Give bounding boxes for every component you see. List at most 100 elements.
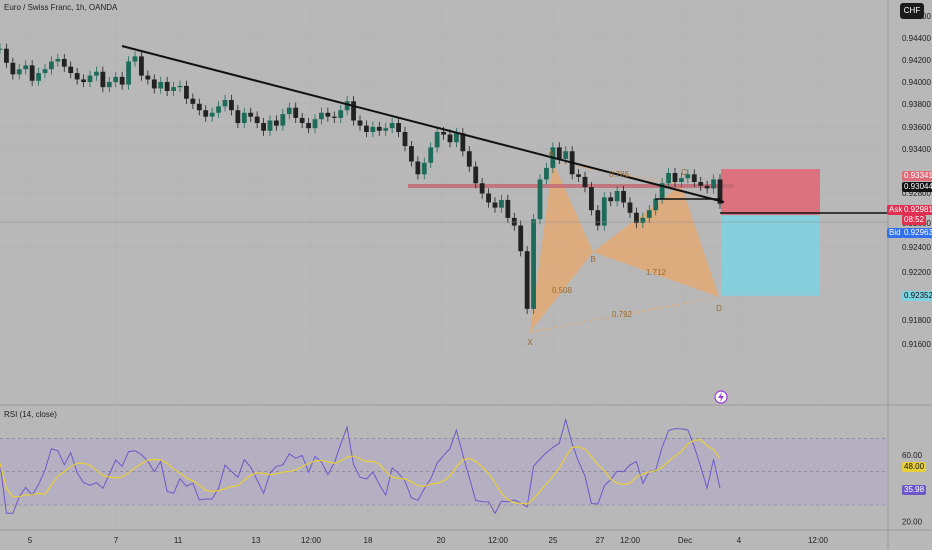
price-tick-label: 0.93600: [902, 123, 931, 132]
candle-body: [222, 99, 228, 107]
rsi-ma-line: [0, 439, 721, 505]
candle-body: [351, 101, 356, 121]
harmonic-ratio-ac: 0.786: [609, 170, 630, 179]
harmonic-xd-line: [529, 296, 720, 333]
time-tick-label: 5: [28, 536, 33, 545]
candle-body: [563, 151, 569, 159]
resistance-band: [408, 184, 734, 188]
tp-high-label: 0.93341: [902, 171, 932, 181]
rsi-line: [0, 417, 721, 515]
candle-body: [691, 174, 697, 182]
bid-price-label: 0.92963: [902, 228, 932, 238]
candle-body: [68, 66, 74, 74]
harmonic-bcd-triangle: [593, 185, 719, 297]
rsi-ma-label: 48.00: [902, 462, 927, 472]
candle-body: [261, 123, 266, 131]
candle-body: [589, 187, 594, 211]
candle-body: [679, 178, 684, 182]
price-tick-label: 0.91800: [902, 316, 931, 325]
candle-body: [42, 69, 48, 74]
time-tick-label: 12:00: [808, 536, 829, 545]
candle-body: [383, 128, 389, 131]
candle-body: [293, 107, 299, 118]
candle-body: [608, 197, 614, 202]
harmonic-point-a: A: [548, 149, 554, 158]
candle-body: [280, 114, 286, 126]
candle-body: [466, 151, 472, 167]
candle-body: [357, 120, 363, 126]
candle-body: [544, 167, 549, 180]
candle-body: [306, 123, 311, 129]
candle-body: [0, 48, 3, 50]
time-tick-label: 20: [437, 536, 446, 545]
candle-body: [235, 110, 241, 124]
candle-body: [441, 132, 446, 135]
candle-body: [241, 112, 247, 124]
candle-body: [614, 190, 620, 202]
harmonic-ac-line: [552, 161, 682, 186]
candle-body: [119, 76, 125, 85]
time-tick-label: 27: [596, 536, 605, 545]
candle-body: [23, 65, 29, 70]
candle-body: [653, 198, 659, 211]
candle-body: [4, 48, 9, 63]
time-tick-label: Dec: [678, 536, 692, 545]
rsi-tick-label: 60.00: [902, 451, 923, 460]
candle-body: [216, 106, 221, 113]
candle-body: [531, 219, 536, 309]
price-tick-label: 0.91600: [902, 340, 931, 349]
candle-body: [55, 58, 61, 62]
candle-body: [499, 199, 504, 208]
time-tick-label: 12:00: [301, 536, 322, 545]
candle-body: [685, 174, 691, 179]
candle-body: [370, 126, 376, 133]
candle-body: [473, 166, 479, 184]
price-tick-label: 0.94200: [902, 56, 931, 65]
candle-body: [601, 197, 607, 226]
ask-tag: Ask: [887, 205, 905, 215]
candle-body: [151, 79, 157, 89]
candle-body: [74, 73, 80, 80]
candle-body: [717, 179, 723, 204]
candle-body: [338, 110, 344, 118]
stop-loss-zone: [721, 169, 820, 216]
price-tick-label: 0.92400: [902, 243, 931, 252]
candle-body: [698, 181, 704, 186]
candle-body: [312, 119, 318, 129]
candle-body: [505, 199, 511, 218]
candle-body: [158, 82, 164, 89]
candle-body: [100, 71, 106, 88]
candle-body: [640, 217, 646, 224]
candle-body: [184, 85, 189, 99]
candle-body: [646, 210, 652, 218]
candle-body: [139, 56, 144, 76]
candle-body: [364, 125, 369, 133]
price-tick-label: 0.94000: [902, 78, 931, 87]
candle-body: [421, 162, 427, 175]
candle-body: [454, 133, 459, 143]
candle-body: [389, 123, 395, 129]
currency-button[interactable]: CHF: [900, 3, 924, 19]
candle-body: [177, 85, 183, 88]
candle-body: [492, 202, 498, 208]
candle-body: [132, 56, 138, 62]
candle-body: [16, 69, 22, 75]
candle-body: [61, 58, 67, 67]
countdown-label: 08:52: [902, 215, 927, 225]
candle-body: [460, 133, 466, 152]
candle-body: [164, 82, 170, 91]
candle-body: [409, 146, 414, 162]
candle-body: [524, 251, 530, 309]
candle-body: [267, 120, 273, 131]
price-tick-label: 0.93400: [902, 145, 931, 154]
candle-body: [113, 76, 119, 83]
candle-body: [274, 120, 279, 126]
candle-body: [634, 212, 639, 224]
last-price-label: 0.93044: [902, 182, 932, 192]
candle-body: [344, 101, 350, 111]
candle-body: [81, 79, 86, 83]
candle-body: [396, 123, 401, 133]
candle-body: [87, 75, 93, 83]
candle-body: [10, 62, 16, 75]
